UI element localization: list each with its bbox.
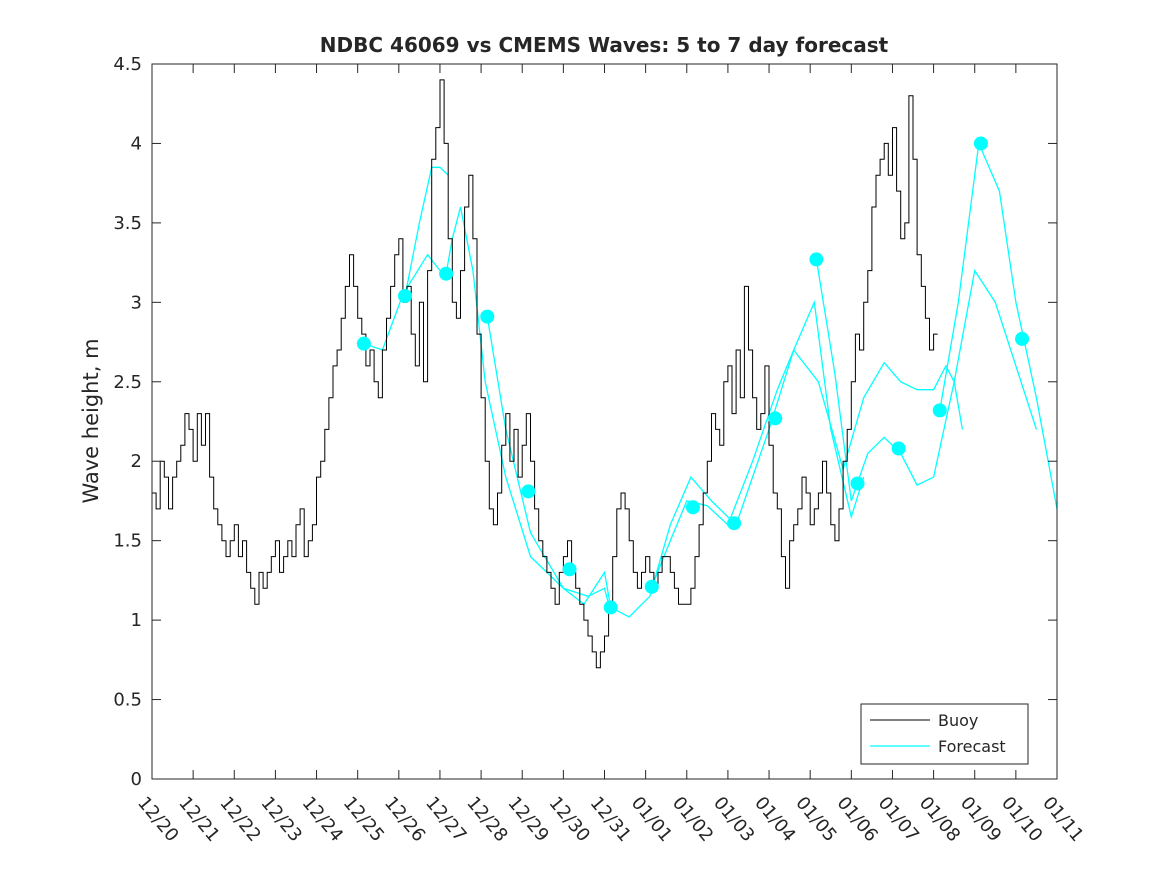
forecast-point: [521, 484, 536, 499]
y-tick-label: 0: [131, 769, 142, 790]
forecast-point: [809, 252, 824, 267]
forecast-line: [445, 206, 612, 613]
legend-box: [860, 703, 1029, 765]
y-tick-label: 2.5: [113, 372, 142, 393]
y-tick-label: 3.5: [113, 213, 142, 234]
legend-buoy-label: Buoy: [938, 711, 978, 730]
forecast-point: [850, 476, 865, 491]
chart-title: NDBC 46069 vs CMEMS Waves: 5 to 7 day fo…: [320, 33, 889, 57]
buoy-line: [152, 79, 938, 669]
y-tick-label: 1: [131, 610, 142, 631]
y-axis-label: Wave height, m: [79, 338, 103, 503]
legend-forecast-label: Forecast: [938, 737, 1006, 756]
y-tick-label: 4: [131, 133, 142, 154]
y-tick-label: 0.5: [113, 690, 142, 711]
y-tick-label: 3: [131, 292, 142, 313]
forecast-point: [562, 562, 577, 577]
forecast-point: [973, 136, 988, 151]
y-tick-label: 1.5: [113, 531, 142, 552]
forecast-point: [932, 403, 947, 418]
forecast-point: [1015, 331, 1030, 346]
legend: Buoy Forecast: [860, 703, 1029, 765]
y-axis: 0 0.5 1 1.5 2 2.5 3 3.5 4 4.5: [113, 54, 1057, 790]
forecast-point: [768, 411, 783, 426]
forecast-point: [356, 336, 371, 351]
y-tick-label: 2: [131, 451, 142, 472]
forecast-point: [397, 288, 412, 303]
forecast-point: [439, 266, 454, 281]
forecast-point: [891, 441, 906, 456]
plot-area: [152, 64, 1057, 779]
buoy-series: [152, 79, 938, 669]
forecast-point: [480, 309, 495, 324]
forecast-point: [685, 500, 700, 515]
y-tick-label: 4.5: [113, 54, 142, 75]
forecast-point: [727, 516, 742, 531]
forecast-point: [603, 600, 618, 615]
forecast-line: [651, 348, 964, 587]
forecast-line: [939, 140, 1058, 510]
forecast-line: [815, 259, 1038, 502]
forecast-points: [356, 136, 1030, 615]
forecast-point: [644, 579, 659, 594]
